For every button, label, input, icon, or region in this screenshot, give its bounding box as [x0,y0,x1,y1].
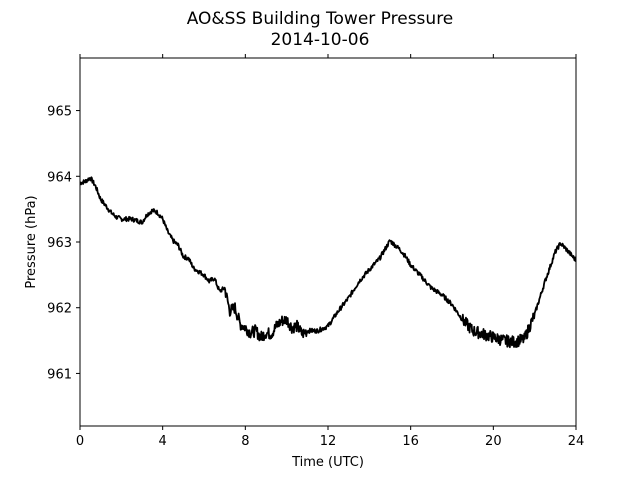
x-tick-label: 0 [76,434,84,449]
plot-frame [79,57,577,427]
x-tick-label: 20 [485,434,502,449]
chart-subtitle: 2014-10-06 [271,30,370,50]
pressure-series-line [79,176,577,349]
x-tick-label: 4 [159,434,167,449]
y-axis-label: Pressure (hPa) [24,195,39,288]
x-axis-label: Time (UTC) [291,455,364,470]
y-tick-label: 962 [47,302,72,317]
chart-title: AO&SS Building Tower Pressure [187,9,454,29]
x-tick-label: 12 [320,434,337,449]
y-tick-label: 961 [47,367,72,382]
y-tick-label: 965 [47,105,72,120]
plot-area: 0 4 8 12 16 20 24 961 962 963 964 965 [47,54,584,449]
y-tick-label: 963 [47,236,72,251]
x-tick-label: 8 [241,434,249,449]
x-tick-label: 24 [568,434,585,449]
y-tick-label: 964 [47,170,72,185]
x-tick-label: 16 [402,434,419,449]
